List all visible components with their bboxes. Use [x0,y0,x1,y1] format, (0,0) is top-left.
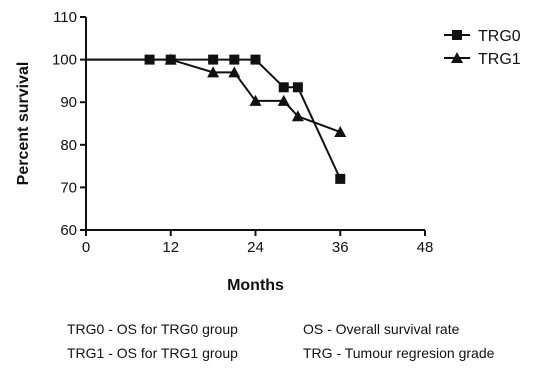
y-tick-label: 110 [53,9,77,26]
x-tick-label: 12 [162,239,179,256]
x-axis-title: Months [227,277,284,294]
chart-axes [85,17,425,231]
data-point-trg1 [207,66,220,78]
x-tick-label: 48 [417,239,434,256]
data-point-trg1 [277,94,290,106]
data-point-trg0 [278,82,289,93]
legend-label: TRG1 [478,51,521,68]
series-layer [86,53,347,184]
x-tick-label: 24 [247,239,264,256]
data-point-trg1 [228,66,241,78]
chart-ticks: 60 70 80 90 100 110 0 12 24 36 48 [52,9,433,256]
data-point-trg0 [335,173,346,184]
legend-marker [451,52,463,63]
y-tick-label: 70 [60,179,77,196]
data-point-trg1 [334,126,347,138]
data-point-trg0 [250,54,261,65]
data-point-trg0 [292,82,303,93]
x-tick-label: 36 [332,239,349,256]
legend-item-trg0: TRG0 [444,28,521,45]
y-tick-label: 80 [60,137,77,154]
series-line-trg1 [86,58,341,133]
y-axis-title: Percent survival [15,62,32,186]
y-tick-label: 100 [52,52,77,69]
legend-label: TRG0 [478,28,521,45]
legend-marker [452,30,462,40]
y-tick-label: 60 [60,222,77,239]
data-point-trg1 [164,53,177,65]
data-point-trg1 [291,110,304,122]
legend-item-trg1: TRG1 [444,51,521,68]
x-tick-label: 0 [82,239,90,256]
chart-legend: TRG0 TRG1 [444,28,521,68]
data-point-trg0 [208,54,219,65]
data-point-trg1 [249,94,262,106]
data-point-trg0 [229,54,240,65]
y-tick-label: 90 [60,94,77,111]
series-trg1 [86,53,347,138]
